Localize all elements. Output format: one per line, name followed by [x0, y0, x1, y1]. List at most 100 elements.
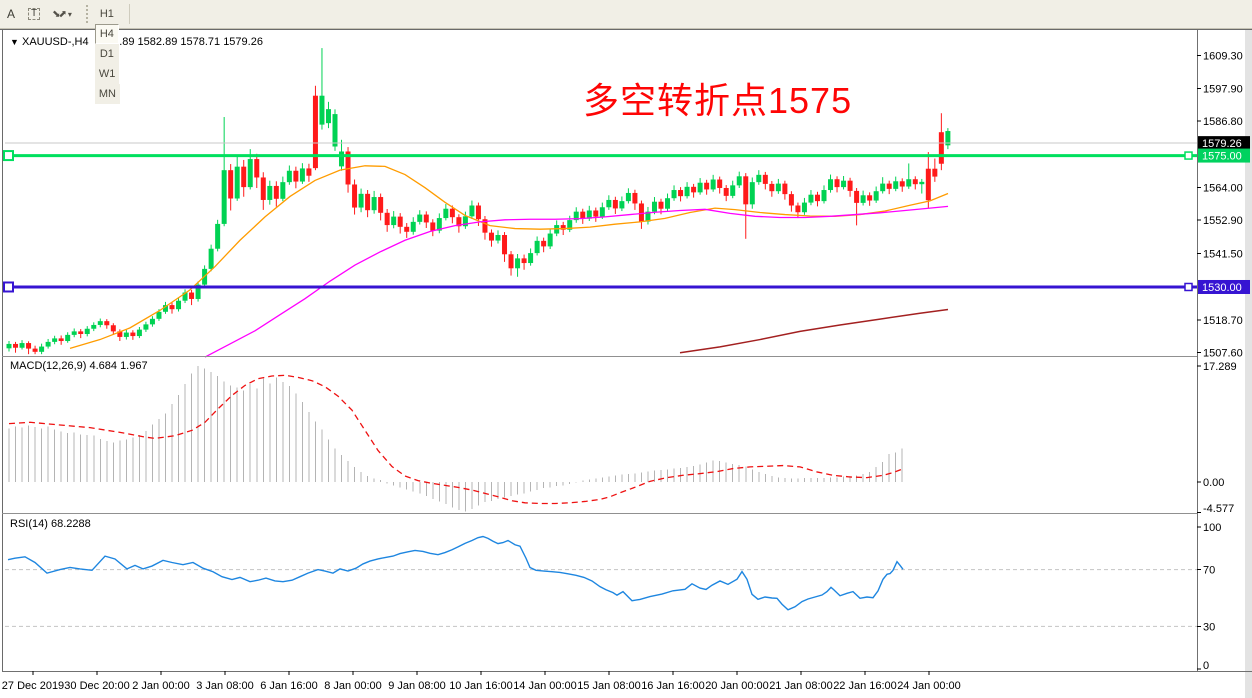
macd-signal-line	[8, 374, 904, 505]
timeframe-button-w1[interactable]: W1	[94, 64, 120, 84]
timeframe-button-m30[interactable]: M30	[94, 0, 125, 4]
candle-body	[769, 183, 775, 192]
candle-body	[32, 348, 38, 352]
candle-body	[899, 181, 905, 187]
candle-body	[691, 186, 697, 193]
hline-handle-right[interactable]	[1184, 282, 1193, 292]
price-axis-label: 1552.90	[1203, 215, 1243, 227]
candle-body	[365, 193, 371, 211]
candle-body	[436, 218, 442, 231]
ma-fast-orange-line	[69, 165, 949, 349]
candle-body	[632, 192, 638, 204]
candle-body	[352, 184, 358, 208]
candle-body	[6, 343, 12, 349]
candle-body	[508, 254, 514, 269]
rsi-pane[interactable]	[5, 535, 1197, 627]
arrow-tool-button[interactable]: A	[1, 4, 21, 24]
arrow-objects-dropdown-button[interactable]: ⬊⬈ ▾	[47, 4, 77, 24]
candle-body	[417, 214, 423, 222]
candle-body	[821, 190, 827, 202]
candle-body	[306, 168, 312, 176]
candle-body	[580, 211, 586, 219]
timeframe-button-h4[interactable]: H4	[94, 24, 119, 44]
time-axis-scale[interactable]: 27 Dec 2019 30 Dec 20:00 2 Jan 00:00 3 Jan …	[2, 680, 961, 692]
candle-body	[358, 193, 364, 208]
candle-body	[97, 321, 103, 325]
price-axis-label: 1597.90	[1203, 84, 1243, 96]
candle-body	[808, 194, 814, 203]
candle-body	[534, 240, 540, 254]
price-axis-label: 1609.30	[1203, 50, 1243, 62]
rsi-axis-label: 0	[1203, 660, 1209, 672]
candle-body	[430, 222, 436, 231]
toolbar-grip-handle[interactable]	[85, 5, 91, 23]
candle-body	[312, 95, 318, 169]
candle-body	[443, 208, 449, 219]
timeframe-button-group: M1M5M15M30H1H4D1W1MN	[94, 0, 125, 104]
candle-body	[814, 194, 820, 202]
candle-body	[547, 233, 553, 247]
candle-body	[267, 185, 273, 200]
time-axis-label: 30 Dec 20:00	[64, 680, 129, 692]
text-label-tool-button[interactable]: T	[23, 4, 46, 24]
time-axis-label: 2 Jan 00:00	[132, 680, 190, 692]
time-axis-label: 14 Jan 00:00	[513, 680, 577, 692]
chart-text-annotation[interactable]: 多空转折点1575	[583, 80, 853, 121]
candle-body	[156, 311, 162, 319]
hline-handle-right[interactable]	[1184, 151, 1193, 160]
candle-body	[867, 195, 873, 201]
candle-body	[762, 174, 768, 184]
time-axis-label: 10 Jan 16:00	[449, 680, 513, 692]
candle-body	[234, 166, 240, 199]
hline-handle-left[interactable]	[3, 281, 14, 293]
candle-body	[410, 221, 416, 232]
rsi-axis-label: 70	[1203, 565, 1215, 577]
price-pane[interactable]	[3, 48, 1197, 358]
candle-body	[573, 211, 579, 221]
timeframe-button-mn[interactable]: MN	[94, 84, 120, 104]
candle-body	[775, 183, 781, 192]
candle-body	[599, 207, 605, 217]
candle-body	[286, 170, 292, 183]
ma-long-darkred-line	[679, 308, 949, 354]
candle-body	[893, 181, 899, 189]
candle-body	[58, 338, 64, 342]
symbol-name: XAUUSD-,H4	[21, 36, 89, 48]
candle-body	[528, 253, 534, 264]
candle-body	[371, 197, 377, 211]
candle-body	[697, 182, 703, 193]
symbol-dropdown-icon[interactable]: ▼	[10, 37, 19, 47]
candle-body	[625, 192, 631, 202]
candle-body	[860, 195, 866, 203]
time-axis-label: 15 Jan 08:00	[577, 680, 641, 692]
hline-handle-left[interactable]	[3, 150, 14, 162]
candle-body	[293, 170, 299, 182]
candle-body	[215, 223, 221, 249]
timeframe-button-h1[interactable]: H1	[94, 4, 119, 24]
candle-body	[254, 159, 260, 178]
candle-body	[228, 170, 234, 199]
time-axis-label: 27 Dec 2019	[2, 680, 64, 692]
window-right-edge	[1245, 28, 1252, 698]
candle-body	[247, 159, 253, 188]
candle-body	[195, 284, 201, 299]
time-axis-label: 20 Jan 00:00	[705, 680, 769, 692]
time-axis-label: 21 Jan 08:00	[769, 680, 833, 692]
price-axis-label: 1564.00	[1203, 183, 1243, 195]
candle-body	[325, 109, 331, 124]
candle-body	[482, 219, 488, 233]
candle-body	[176, 300, 182, 310]
candle-body	[619, 201, 625, 209]
macd-pane[interactable]	[8, 365, 904, 512]
toolbar-separator	[129, 4, 131, 24]
rsi-indicator-label: RSI(14) 68.2288	[10, 518, 91, 530]
candle-body	[886, 183, 892, 189]
candle-body	[912, 179, 918, 185]
candle-body	[743, 176, 749, 205]
candle-body	[665, 198, 671, 209]
price-axis-scale[interactable]: 1609.30 1597.90 1586.80 1564.00 1552.90 1541.…	[1198, 50, 1250, 672]
candle-body	[462, 216, 468, 227]
timeframe-button-d1[interactable]: D1	[94, 44, 119, 64]
